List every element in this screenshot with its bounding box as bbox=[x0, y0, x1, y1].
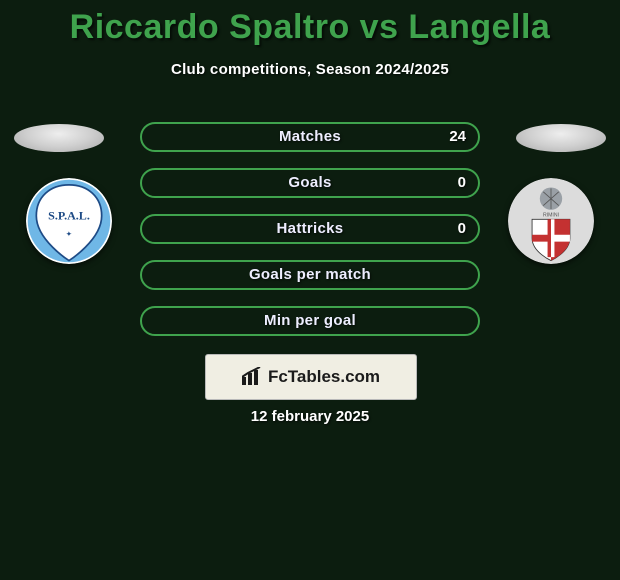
stat-row-goals-per-match: Goals per match bbox=[140, 260, 480, 290]
stat-label: Matches bbox=[142, 124, 478, 150]
date-text: 12 february 2025 bbox=[0, 408, 620, 425]
stat-label: Hattricks bbox=[142, 216, 478, 242]
watermark-box: FcTables.com bbox=[205, 354, 417, 400]
stat-label: Goals bbox=[142, 170, 478, 196]
player-left-placeholder bbox=[14, 124, 104, 152]
stat-right-value: 24 bbox=[449, 124, 466, 150]
stat-row-hattricks: Hattricks 0 bbox=[140, 214, 480, 244]
club-logo-left: S.P.A.L. ✦ bbox=[26, 178, 112, 264]
stat-right-value: 0 bbox=[458, 170, 466, 196]
svg-text:S.P.A.L.: S.P.A.L. bbox=[48, 208, 90, 222]
stats-container: Matches 24 Goals 0 Hattricks 0 Goals per… bbox=[140, 122, 480, 352]
stat-row-goals: Goals 0 bbox=[140, 168, 480, 198]
page-title: Riccardo Spaltro vs Langella bbox=[0, 0, 620, 47]
stat-row-min-per-goal: Min per goal bbox=[140, 306, 480, 336]
stat-right-value: 0 bbox=[458, 216, 466, 242]
player-right-placeholder bbox=[516, 124, 606, 152]
stat-label: Min per goal bbox=[142, 308, 478, 334]
chart-icon bbox=[242, 367, 264, 385]
club-logo-right: RIMINI bbox=[508, 178, 594, 264]
stat-label: Goals per match bbox=[142, 262, 478, 288]
page-subtitle: Club competitions, Season 2024/2025 bbox=[0, 61, 620, 78]
stat-row-matches: Matches 24 bbox=[140, 122, 480, 152]
svg-text:RIMINI: RIMINI bbox=[543, 213, 559, 219]
watermark-text: FcTables.com bbox=[268, 367, 380, 386]
svg-text:✦: ✦ bbox=[66, 229, 73, 238]
